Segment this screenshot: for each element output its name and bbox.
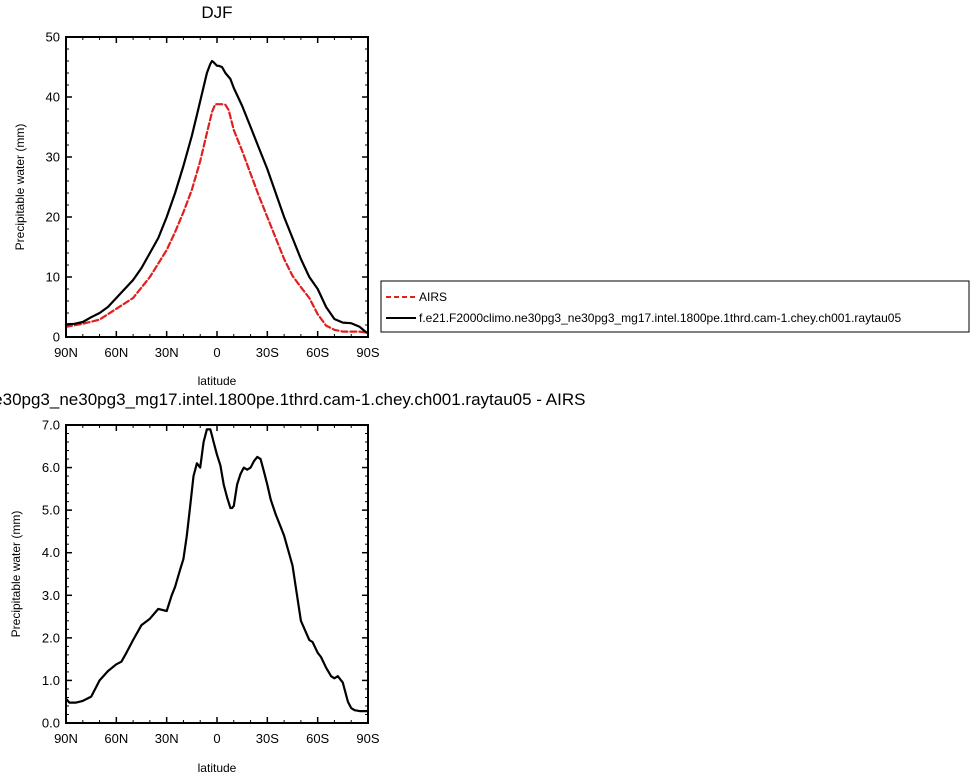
bottom-y-tick-label: 0.0 bbox=[42, 716, 60, 731]
top-x-tick-label: 0 bbox=[213, 345, 220, 360]
top-y-tick-label: 40 bbox=[46, 90, 60, 105]
top-x-tick-label: 90S bbox=[356, 345, 379, 360]
top-y-tick-label: 0 bbox=[53, 330, 60, 345]
top-series-line-0 bbox=[64, 103, 370, 334]
top-x-tick-label: 60N bbox=[104, 345, 128, 360]
bottom-y-tick-label: 3.0 bbox=[42, 588, 60, 603]
bottom-panel: f.e21.F2000climo.ne30pg3_ne30pg3_mg17.in… bbox=[0, 390, 585, 775]
bottom-x-tick-label: 30S bbox=[256, 731, 279, 746]
bottom-y-tick-label: 5.0 bbox=[42, 503, 60, 518]
top-x-tick-label: 60S bbox=[306, 345, 329, 360]
top-x-tick-label: 30S bbox=[256, 345, 279, 360]
top-x-tick-label: 30N bbox=[155, 345, 179, 360]
top-y-tick-label: 10 bbox=[46, 270, 60, 285]
bottom-x-tick-label: 60S bbox=[306, 731, 329, 746]
top-x-tick-label: 90N bbox=[54, 345, 78, 360]
top-panel: DJF Precipitable water (mm) latitude 90N… bbox=[13, 3, 380, 388]
bottom-x-tick-label: 0 bbox=[213, 731, 220, 746]
bottom-x-axis-label: latitude bbox=[198, 761, 237, 775]
bottom-plot-frame bbox=[65, 424, 369, 724]
top-y-tick-label: 20 bbox=[46, 210, 60, 225]
top-x-axis-label: latitude bbox=[198, 374, 237, 388]
top-series-line-1 bbox=[64, 59, 370, 335]
bottom-x-tick-label: 30N bbox=[155, 731, 179, 746]
top-y-axis-label: Precipitable water (mm) bbox=[13, 124, 27, 251]
bottom-y-tick-label: 7.0 bbox=[42, 418, 60, 433]
legend: AIRS f.e21.F2000climo.ne30pg3_ne30pg3_mg… bbox=[380, 280, 970, 333]
bottom-series-line-0 bbox=[64, 428, 370, 713]
legend-label-model: f.e21.F2000climo.ne30pg3_ne30pg3_mg17.in… bbox=[419, 311, 901, 325]
top-chart-title: DJF bbox=[201, 3, 232, 22]
top-y-tick-label: 50 bbox=[46, 30, 60, 45]
bottom-y-tick-label: 4.0 bbox=[42, 545, 60, 560]
bottom-x-tick-label: 90N bbox=[54, 731, 78, 746]
bottom-y-axis-label: Precipitable water (mm) bbox=[9, 511, 23, 638]
top-plot-frame bbox=[65, 36, 369, 338]
bottom-chart-title: f.e21.F2000climo.ne30pg3_ne30pg3_mg17.in… bbox=[0, 390, 585, 409]
legend-label-airs: AIRS bbox=[419, 290, 447, 304]
bottom-x-tick-label: 60N bbox=[104, 731, 128, 746]
bottom-y-tick-label: 2.0 bbox=[42, 630, 60, 645]
top-y-tick-label: 30 bbox=[46, 150, 60, 165]
bottom-y-tick-label: 6.0 bbox=[42, 460, 60, 475]
bottom-y-tick-label: 1.0 bbox=[42, 673, 60, 688]
bottom-x-tick-label: 90S bbox=[356, 731, 379, 746]
legend-box bbox=[380, 280, 970, 333]
